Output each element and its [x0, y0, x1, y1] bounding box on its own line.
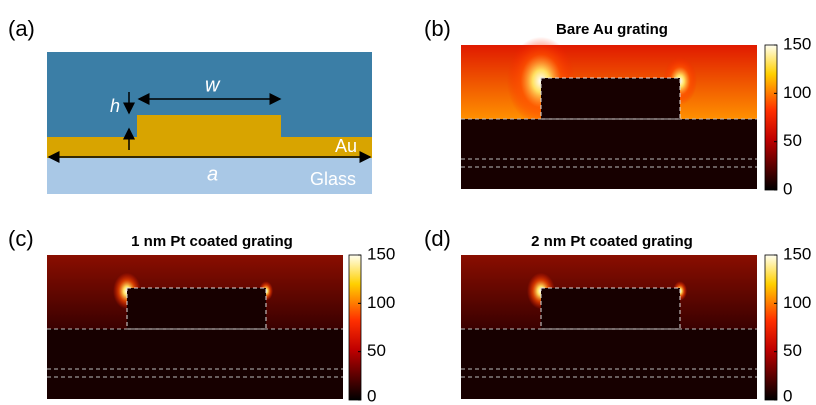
field-panel: (c) 1 nm Pt coated grating 0 50 100 150 [8, 226, 395, 405]
colorbar-tick-label: 0 [367, 386, 376, 405]
colorbar-tick-label: 100 [783, 83, 811, 102]
colorbar-tick-label: 0 [783, 179, 792, 198]
substrate [47, 329, 343, 399]
w-label: w [205, 74, 221, 96]
panel-title: 2 nm Pt coated grating [531, 233, 693, 250]
h-label: h [110, 96, 120, 116]
panel-title: 1 nm Pt coated grating [131, 233, 293, 250]
colorbar-tick-label: 100 [783, 293, 811, 312]
schematic: (a) h w Au a Glass [8, 16, 372, 194]
colorbar-tick-label: 50 [783, 341, 802, 360]
panel-label: (c) [8, 226, 34, 251]
gold-ridge [137, 115, 281, 138]
field-panel: (d) 2 nm Pt coated grating 0 50 100 150 [424, 226, 811, 405]
colorbar-tick-label: 100 [367, 293, 395, 312]
colorbar-tick-label: 150 [783, 244, 811, 263]
au-label: Au [335, 136, 357, 156]
colorbar [349, 255, 361, 400]
colorbar-tick-label: 150 [783, 34, 811, 53]
figure: (a) h w Au a Glass (b) Bare Au grating 0 50… [0, 0, 816, 405]
ridge [541, 78, 680, 119]
colorbar-tick-label: 150 [367, 244, 395, 263]
a-label: a [207, 163, 218, 185]
substrate [461, 119, 757, 189]
panel-label: (d) [424, 226, 451, 251]
panel-label: (a) [8, 16, 35, 41]
colorbar [765, 45, 777, 190]
colorbar [765, 255, 777, 400]
colorbar-tick-label: 50 [367, 341, 386, 360]
field-panel: (b) Bare Au grating 0 50 100 150 [424, 16, 811, 199]
panel-label: (b) [424, 16, 451, 41]
colorbar-tick-label: 0 [783, 386, 792, 405]
gold-layer [47, 137, 372, 158]
panel-title: Bare Au grating [556, 21, 668, 38]
glass-label: Glass [310, 169, 356, 189]
ridge [127, 288, 266, 329]
ridge [541, 288, 680, 329]
substrate [461, 329, 757, 399]
colorbar-tick-label: 50 [783, 131, 802, 150]
